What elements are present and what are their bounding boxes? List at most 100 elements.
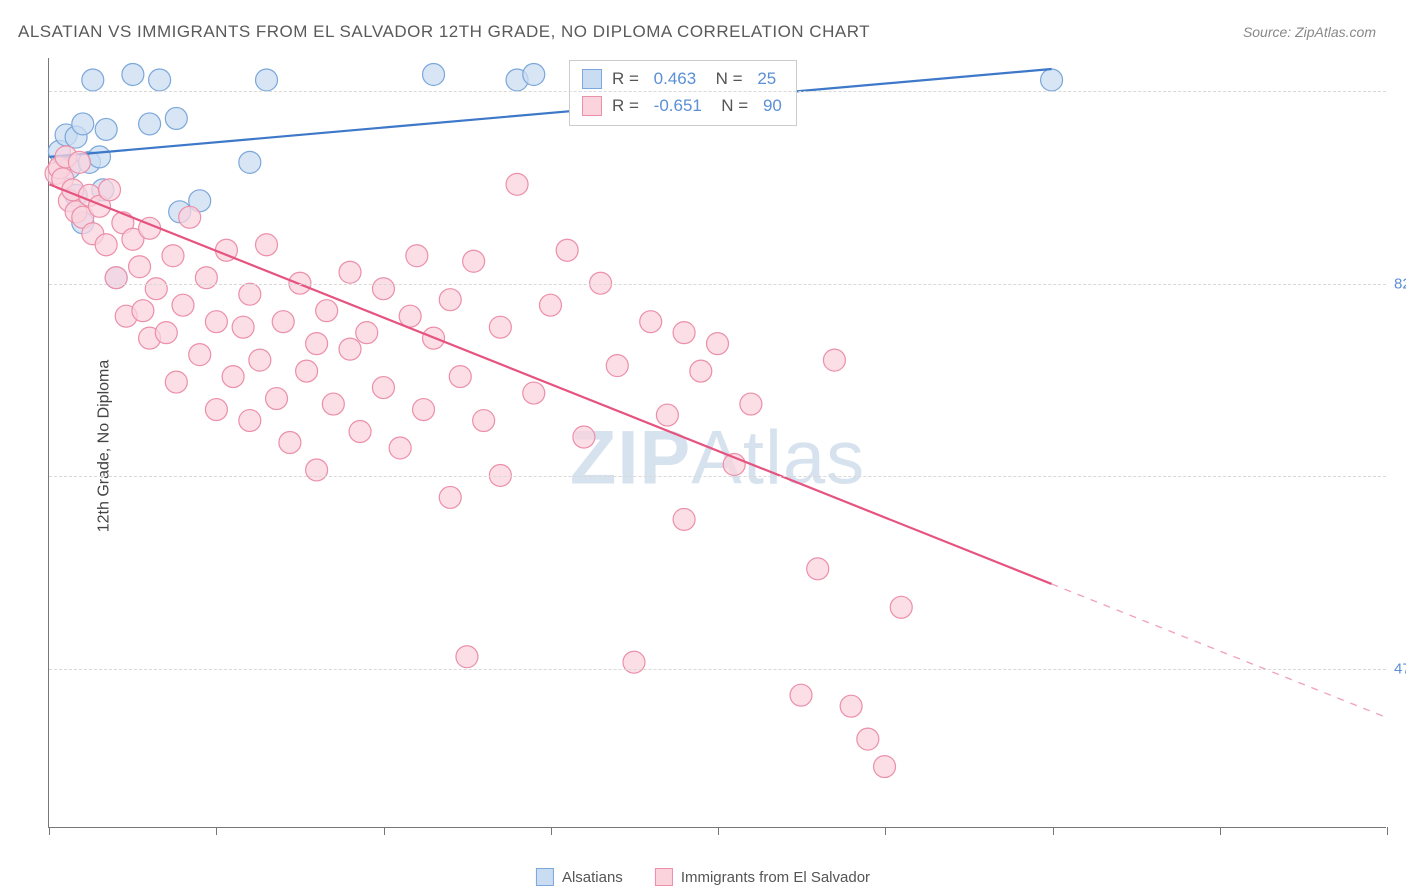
legend-label: Immigrants from El Salvador bbox=[681, 869, 870, 886]
data-point bbox=[606, 355, 628, 377]
data-point bbox=[222, 366, 244, 388]
data-point bbox=[165, 107, 187, 129]
data-point bbox=[239, 283, 261, 305]
correlation-legend: R = 0.463 N = 25R = -0.651 N = 90 bbox=[569, 60, 797, 126]
data-point bbox=[573, 426, 595, 448]
x-tick bbox=[551, 827, 552, 835]
data-point bbox=[389, 437, 411, 459]
plot-area: ZIPAtlas R = 0.463 N = 25R = -0.651 N = … bbox=[48, 58, 1386, 828]
data-point bbox=[399, 305, 421, 327]
trend-line-dashed bbox=[1052, 584, 1386, 717]
data-point bbox=[372, 377, 394, 399]
data-point bbox=[556, 239, 578, 261]
data-point bbox=[82, 69, 104, 91]
data-point bbox=[489, 316, 511, 338]
gridline bbox=[49, 669, 1386, 670]
legend-swatch bbox=[582, 96, 602, 116]
data-point bbox=[707, 333, 729, 355]
x-tick bbox=[718, 827, 719, 835]
data-point bbox=[690, 360, 712, 382]
data-point bbox=[523, 63, 545, 85]
legend-swatch bbox=[582, 69, 602, 89]
data-point bbox=[740, 393, 762, 415]
legend-stat-row: R = 0.463 N = 25 bbox=[582, 65, 782, 92]
data-point bbox=[463, 250, 485, 272]
legend-stat-row: R = -0.651 N = 90 bbox=[582, 92, 782, 119]
data-point bbox=[296, 360, 318, 382]
data-point bbox=[790, 684, 812, 706]
data-point bbox=[122, 63, 144, 85]
data-point bbox=[372, 278, 394, 300]
data-point bbox=[195, 267, 217, 289]
trend-line bbox=[49, 184, 1051, 584]
x-tick bbox=[49, 827, 50, 835]
data-point bbox=[72, 113, 94, 135]
data-point bbox=[145, 278, 167, 300]
data-point bbox=[623, 651, 645, 673]
data-point bbox=[272, 311, 294, 333]
data-point bbox=[155, 322, 177, 344]
legend-n-label: N = bbox=[706, 65, 747, 92]
legend-swatch bbox=[536, 868, 554, 886]
data-point bbox=[473, 410, 495, 432]
data-point bbox=[316, 300, 338, 322]
data-point bbox=[523, 382, 545, 404]
trend-line bbox=[49, 69, 1051, 157]
data-point bbox=[874, 756, 896, 778]
data-point bbox=[840, 695, 862, 717]
data-point bbox=[266, 388, 288, 410]
data-point bbox=[413, 399, 435, 421]
x-tick bbox=[384, 827, 385, 835]
legend-label: Alsatians bbox=[562, 869, 623, 886]
chart-title: ALSATIAN VS IMMIGRANTS FROM EL SALVADOR … bbox=[18, 22, 870, 42]
legend-r-label: R = bbox=[612, 92, 644, 119]
source-label: Source: ZipAtlas.com bbox=[1243, 24, 1376, 40]
data-point bbox=[449, 366, 471, 388]
data-point bbox=[239, 410, 261, 432]
data-point bbox=[88, 146, 110, 168]
chart-svg bbox=[49, 58, 1386, 827]
data-point bbox=[162, 245, 184, 267]
data-point bbox=[249, 349, 271, 371]
x-tick bbox=[885, 827, 886, 835]
data-point bbox=[165, 371, 187, 393]
legend-r-value: 0.463 bbox=[654, 65, 697, 92]
data-point bbox=[890, 596, 912, 618]
gridline bbox=[49, 91, 1386, 92]
data-point bbox=[423, 63, 445, 85]
data-point bbox=[439, 486, 461, 508]
data-point bbox=[306, 459, 328, 481]
data-point bbox=[823, 349, 845, 371]
data-point bbox=[189, 344, 211, 366]
legend-r-value: -0.651 bbox=[654, 92, 702, 119]
data-point bbox=[356, 322, 378, 344]
data-point bbox=[232, 316, 254, 338]
legend-r-label: R = bbox=[612, 65, 644, 92]
legend-item: Immigrants from El Salvador bbox=[655, 868, 870, 886]
data-point bbox=[673, 322, 695, 344]
data-point bbox=[99, 179, 121, 201]
series-legend: Alsatians Immigrants from El Salvador bbox=[536, 868, 870, 886]
data-point bbox=[256, 234, 278, 256]
legend-n-value: 90 bbox=[763, 92, 782, 119]
data-point bbox=[129, 256, 151, 278]
legend-n-value: 25 bbox=[757, 65, 776, 92]
data-point bbox=[179, 206, 201, 228]
data-point bbox=[172, 294, 194, 316]
legend-swatch bbox=[655, 868, 673, 886]
data-point bbox=[256, 69, 278, 91]
data-point bbox=[139, 113, 161, 135]
data-point bbox=[339, 261, 361, 283]
data-point bbox=[673, 508, 695, 530]
gridline bbox=[49, 284, 1386, 285]
data-point bbox=[807, 558, 829, 580]
data-point bbox=[105, 267, 127, 289]
x-tick bbox=[1387, 827, 1388, 835]
data-point bbox=[857, 728, 879, 750]
data-point bbox=[539, 294, 561, 316]
data-point bbox=[205, 399, 227, 421]
legend-item: Alsatians bbox=[536, 868, 623, 886]
data-point bbox=[68, 151, 90, 173]
legend-n-label: N = bbox=[712, 92, 753, 119]
data-point bbox=[239, 151, 261, 173]
